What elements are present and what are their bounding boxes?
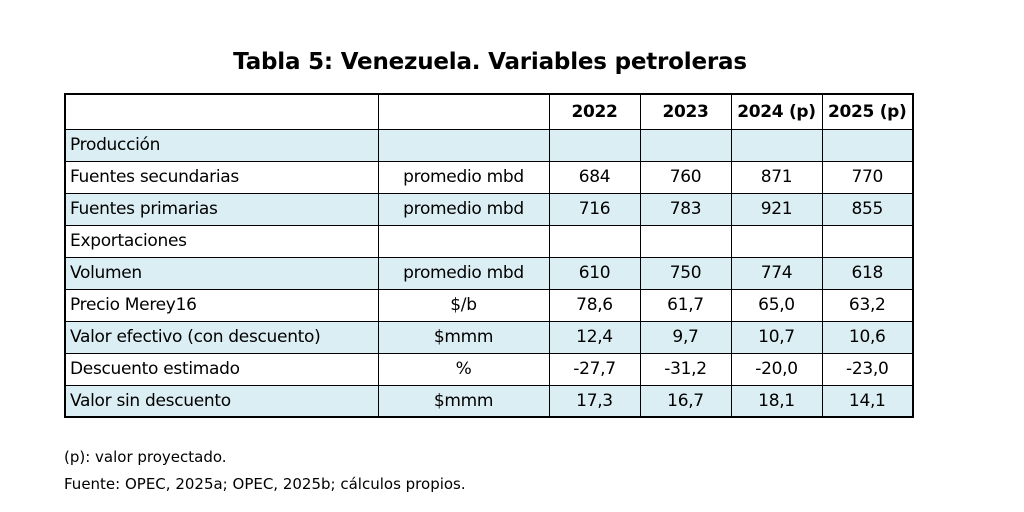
value-cell: 610 xyxy=(548,256,641,290)
value-cell: 61,7 xyxy=(639,288,732,322)
value-cell: 17,3 xyxy=(548,384,641,418)
header-label-cell xyxy=(64,93,379,130)
row-unit: $/b xyxy=(377,288,550,322)
row-unit: promedio mbd xyxy=(377,192,550,226)
row-unit xyxy=(377,224,550,258)
row-unit: $mmm xyxy=(377,384,550,418)
row-label: Precio Merey16 xyxy=(64,288,379,322)
value-cell xyxy=(639,128,732,162)
value-cell: -31,2 xyxy=(639,352,732,386)
value-cell: 750 xyxy=(639,256,732,290)
value-cell: 716 xyxy=(548,192,641,226)
table-title: Tabla 5: Venezuela. Variables petroleras xyxy=(233,49,747,75)
header-unit-cell xyxy=(377,93,550,130)
header-year-2025: 2025 (p) xyxy=(821,93,914,130)
row-label: Producción xyxy=(64,128,379,162)
row-unit: promedio mbd xyxy=(377,256,550,290)
value-cell xyxy=(821,224,914,258)
header-year-2024: 2024 (p) xyxy=(730,93,823,130)
table-row-produccion: Producción xyxy=(64,128,914,162)
table-row-fuentes-primarias: Fuentes primarias promedio mbd 716 783 9… xyxy=(64,192,914,226)
row-label: Valor sin descuento xyxy=(64,384,379,418)
value-cell: 14,1 xyxy=(821,384,914,418)
row-label: Fuentes primarias xyxy=(64,192,379,226)
table-row-volumen: Volumen promedio mbd 610 750 774 618 xyxy=(64,256,914,290)
value-cell: 760 xyxy=(639,160,732,194)
table-row-exportaciones: Exportaciones xyxy=(64,224,914,258)
value-cell: 12,4 xyxy=(548,320,641,354)
row-label: Volumen xyxy=(64,256,379,290)
value-cell xyxy=(548,224,641,258)
header-year-2022: 2022 xyxy=(548,93,641,130)
table-row-fuentes-secundarias: Fuentes secundarias promedio mbd 684 760… xyxy=(64,160,914,194)
source-footnote: Fuente: OPEC, 2025a; OPEC, 2025b; cálcul… xyxy=(64,475,466,493)
table-row-precio-merey16: Precio Merey16 $/b 78,6 61,7 65,0 63,2 xyxy=(64,288,914,322)
value-cell xyxy=(639,224,732,258)
value-cell: 65,0 xyxy=(730,288,823,322)
row-label: Exportaciones xyxy=(64,224,379,258)
value-cell xyxy=(821,128,914,162)
value-cell: 871 xyxy=(730,160,823,194)
value-cell: -20,0 xyxy=(730,352,823,386)
table-row-descuento-estimado: Descuento estimado % -27,7 -31,2 -20,0 -… xyxy=(64,352,914,386)
value-cell: 16,7 xyxy=(639,384,732,418)
table-row-valor-efectivo: Valor efectivo (con descuento) $mmm 12,4… xyxy=(64,320,914,354)
value-cell: 78,6 xyxy=(548,288,641,322)
row-label: Descuento estimado xyxy=(64,352,379,386)
value-cell: 921 xyxy=(730,192,823,226)
value-cell xyxy=(730,128,823,162)
value-cell: 10,6 xyxy=(821,320,914,354)
value-cell: 855 xyxy=(821,192,914,226)
value-cell: 684 xyxy=(548,160,641,194)
value-cell: 10,7 xyxy=(730,320,823,354)
table-header-row: 2022 2023 2024 (p) 2025 (p) xyxy=(64,93,914,130)
value-cell xyxy=(730,224,823,258)
row-unit: % xyxy=(377,352,550,386)
value-cell: 783 xyxy=(639,192,732,226)
value-cell: -27,7 xyxy=(548,352,641,386)
row-unit: $mmm xyxy=(377,320,550,354)
row-label: Valor efectivo (con descuento) xyxy=(64,320,379,354)
row-unit: promedio mbd xyxy=(377,160,550,194)
row-unit xyxy=(377,128,550,162)
projection-footnote: (p): valor proyectado. xyxy=(64,448,227,466)
value-cell: 9,7 xyxy=(639,320,732,354)
value-cell: 774 xyxy=(730,256,823,290)
value-cell: 63,2 xyxy=(821,288,914,322)
value-cell: -23,0 xyxy=(821,352,914,386)
table-row-valor-sin-descuento: Valor sin descuento $mmm 17,3 16,7 18,1 … xyxy=(64,384,914,418)
value-cell: 18,1 xyxy=(730,384,823,418)
header-year-2023: 2023 xyxy=(639,93,732,130)
value-cell: 770 xyxy=(821,160,914,194)
value-cell: 618 xyxy=(821,256,914,290)
row-label: Fuentes secundarias xyxy=(64,160,379,194)
value-cell xyxy=(548,128,641,162)
oil-variables-table: 2022 2023 2024 (p) 2025 (p) Producción F… xyxy=(64,93,914,418)
